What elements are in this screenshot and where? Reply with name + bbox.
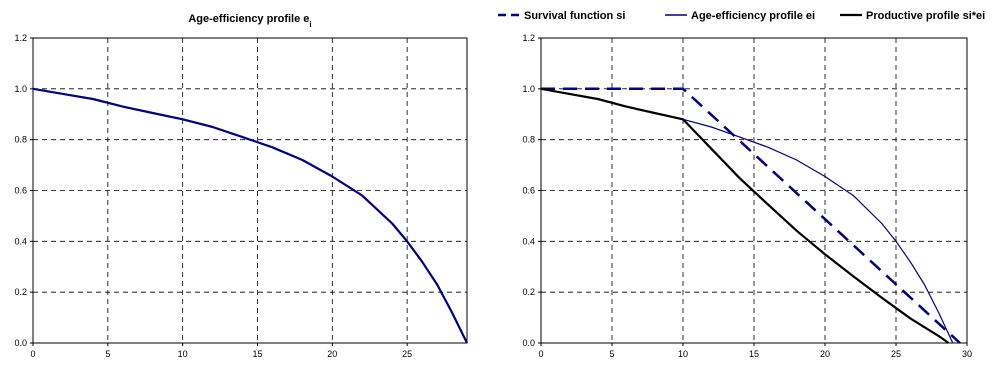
- y-tick-label: 0.8: [14, 135, 27, 145]
- y-tick-label: 0.6: [522, 186, 535, 196]
- y-tick-label: 0.4: [14, 236, 27, 246]
- x-tick-label: 25: [891, 349, 901, 359]
- y-tick-label: 1.2: [14, 33, 27, 43]
- x-tick-label: 10: [178, 349, 188, 359]
- x-tick-label: 0: [538, 349, 543, 359]
- x-tick-label: 20: [820, 349, 830, 359]
- legend-label-1: Age-efficiency profile ei: [691, 10, 815, 22]
- legend-label-0: Survival function si: [524, 10, 625, 22]
- x-tick-label: 20: [327, 349, 337, 359]
- y-tick-label: 0.2: [522, 287, 535, 297]
- series-line-0: [541, 87, 961, 344]
- chart-age-efficiency: 0 5 10 15 20 25 0.0 0.2 0.4 0.6 0.8 1.0 1.2 Age-effic…: [14, 13, 468, 359]
- series-line-2: [540, 87, 950, 344]
- y-tick-label: 1.0: [522, 84, 535, 94]
- series-line-0: [32, 87, 468, 344]
- chart-productive-profile: 0 5 10 15 20 25 30 0.0 0.2 0.4 0.6 0.8 1.0 1.2 Surviva…: [498, 10, 985, 359]
- chart-title: Age-efficiency profile ei: [188, 13, 311, 29]
- y-tick-label: 0.4: [522, 236, 535, 246]
- y-tick-label: 0.2: [14, 287, 27, 297]
- x-tick-label: 0: [30, 349, 35, 359]
- x-tick-label: 30: [962, 349, 972, 359]
- legend-label-2: Productive profile si*ei: [866, 10, 985, 22]
- x-tick-label: 5: [609, 349, 614, 359]
- y-tick-label: 0.6: [14, 186, 27, 196]
- x-tick-label: 15: [252, 349, 262, 359]
- x-tick-label: 5: [105, 349, 110, 359]
- x-tick-label: 15: [749, 349, 759, 359]
- x-tick-label: 10: [678, 349, 688, 359]
- y-tick-label: 1.0: [14, 84, 27, 94]
- y-tick-label: 1.2: [522, 33, 535, 43]
- chart-title-subscript: i: [309, 20, 311, 29]
- x-tick-label: 25: [402, 349, 412, 359]
- y-tick-label: 0.0: [522, 338, 535, 348]
- y-tick-label: 0.0: [14, 338, 27, 348]
- y-tick-label: 0.8: [522, 135, 535, 145]
